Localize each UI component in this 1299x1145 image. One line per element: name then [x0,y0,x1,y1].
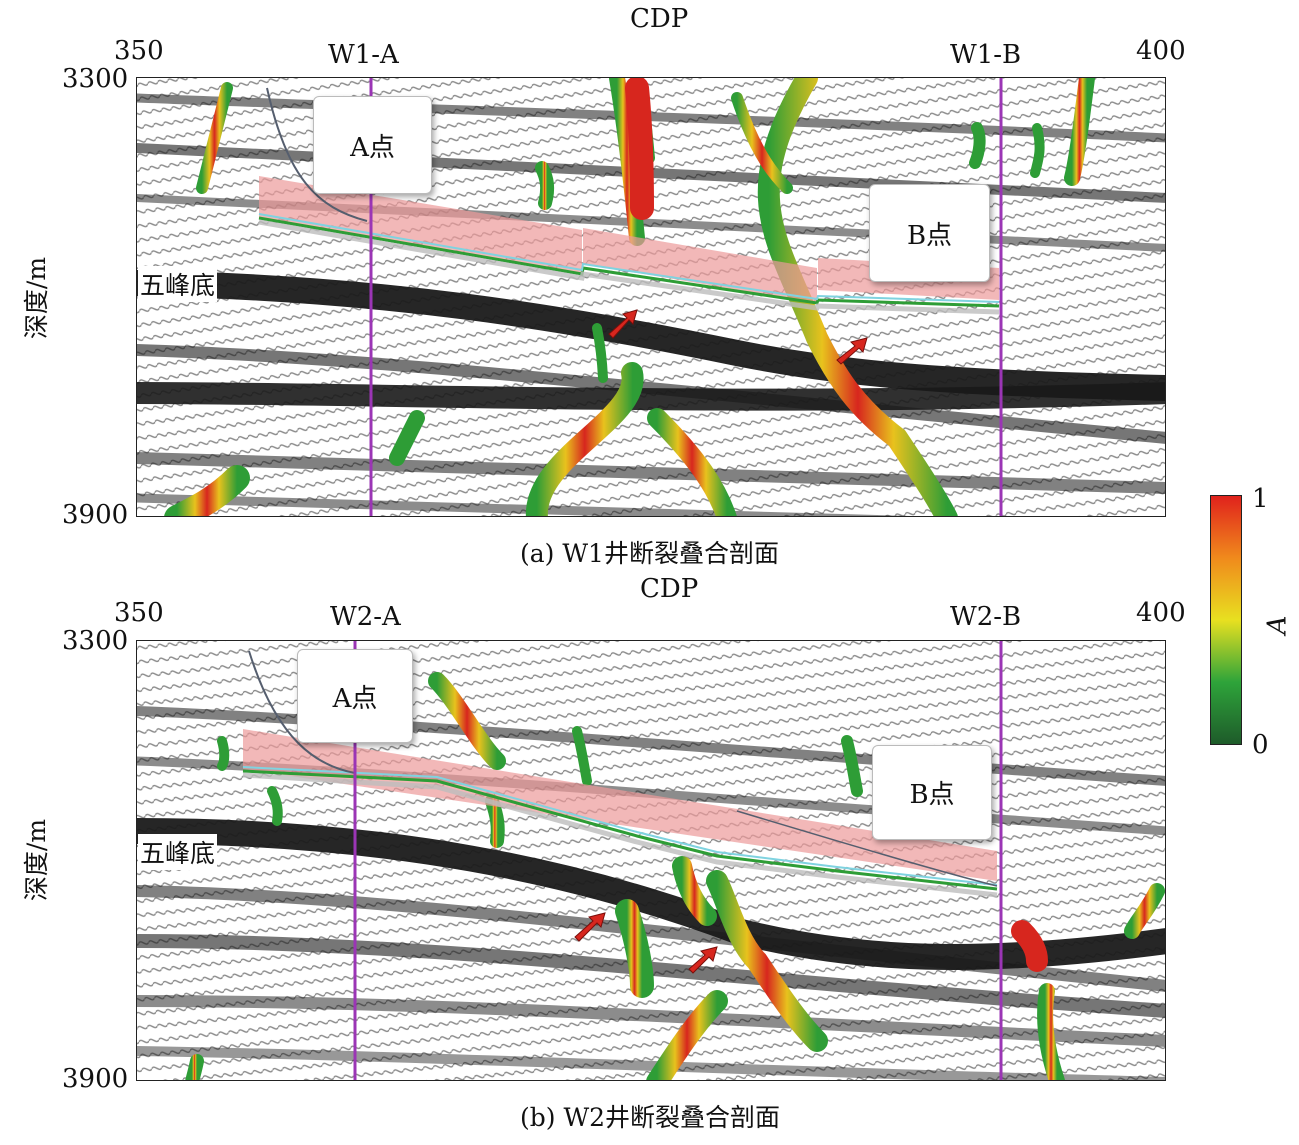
x-axis-start-b: 350 [114,598,164,628]
y-axis-bottom-b: 3900 [62,1064,129,1094]
caption-a: (a) W1井断裂叠合剖面 [520,539,779,568]
colorbar-min: 0 [1252,730,1269,760]
fault-patches-b [185,672,1165,1080]
point-b-callout-a: B点 [869,184,990,282]
layer-label-b: 五峰底 [138,834,218,870]
well-label-b-left: W2-A [330,602,401,632]
y-axis-top-b: 3300 [62,626,129,656]
layer-label-a: 五峰底 [138,266,218,302]
point-a-callout-b: A点 [297,649,413,743]
point-b-callout-b: B点 [872,745,992,840]
seismic-section-a [137,78,1165,516]
seismic-panel-a [136,77,1166,517]
y-axis-label-a: 深度/m [22,256,52,340]
fault-arrow-icon [608,309,868,365]
x-axis-end-a: 400 [1136,36,1186,66]
y-axis-top-a: 3300 [62,64,129,94]
colorbar-label: A [1262,615,1293,635]
x-axis-end-b: 400 [1136,598,1186,628]
fault-arrow-icon [574,912,718,974]
colorbar-max: 1 [1252,484,1269,514]
point-a-callout-a: A点 [313,96,432,194]
well-label-a-right: W1-B [950,40,1022,70]
x-axis-start-a: 350 [114,36,164,66]
colorbar [1210,495,1242,745]
seismic-section-b [137,641,1165,1080]
caption-b: (b) W2井断裂叠合剖面 [520,1103,781,1132]
fault-patches-a [164,78,1095,516]
well-label-a-left: W1-A [328,40,399,70]
well-label-b-right: W2-B [950,602,1022,632]
x-axis-title-a: CDP [630,4,689,34]
x-axis-title-b: CDP [640,574,699,604]
seismic-panel-b [136,640,1166,1081]
y-axis-label-b: 深度/m [22,818,52,902]
y-axis-bottom-a: 3900 [62,500,129,530]
well-trajectory-b [242,650,998,898]
